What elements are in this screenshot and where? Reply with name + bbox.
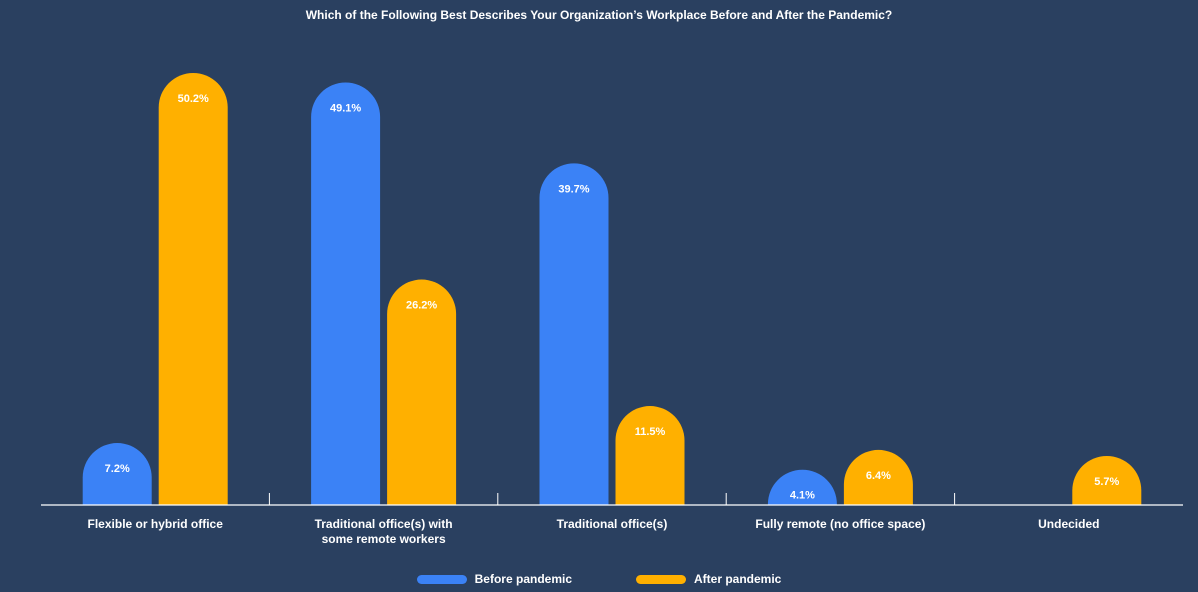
category-label: Traditional office(s): [557, 517, 668, 531]
data-label: 4.1%: [790, 490, 815, 502]
data-label: 6.4%: [866, 470, 891, 482]
legend: Before pandemic After pandemic: [0, 572, 1198, 586]
bar-before-3: [767, 469, 837, 505]
bar-after-3: [843, 449, 913, 505]
data-label: 39.7%: [558, 183, 589, 195]
legend-label-after: After pandemic: [694, 572, 782, 586]
bar-chart: 7.2% 50.2% Flexible or hybrid office 49.1% 2…: [41, 73, 1183, 546]
data-label: 11.5%: [635, 426, 666, 438]
legend-item-before: Before pandemic: [416, 572, 572, 586]
data-label: 5.7%: [1094, 476, 1119, 488]
x-axis: [41, 493, 1183, 506]
category-label: Flexible or hybrid office: [88, 517, 224, 531]
bar-before-1: [311, 82, 381, 506]
legend-label-before: Before pandemic: [474, 572, 572, 586]
category-label: Fully remote (no office space): [755, 517, 925, 531]
bar-after-2: [615, 406, 685, 505]
bar-after-4: [1072, 455, 1142, 505]
category-label: some remote workers: [322, 532, 446, 546]
bar-before-0: [82, 443, 152, 505]
legend-item-after: After pandemic: [636, 572, 781, 586]
labels-layer: 7.2% 50.2% Flexible or hybrid office 49.1% 2…: [88, 93, 1120, 546]
bar-after-0: [158, 73, 228, 505]
bars-layer: [82, 73, 1142, 506]
legend-swatch-after: [636, 574, 686, 584]
data-label: 50.2%: [178, 93, 209, 105]
category-label: Traditional office(s) with: [315, 517, 453, 531]
data-label: 49.1%: [330, 102, 361, 114]
legend-swatch-before: [416, 574, 467, 584]
category-label: Undecided: [1038, 517, 1099, 531]
chart-title: Which of the Following Best Describes Yo…: [305, 8, 893, 22]
data-label: 7.2%: [105, 463, 130, 475]
bar-after-1: [387, 279, 457, 505]
bar-before-2: [539, 163, 609, 505]
data-label: 26.2%: [406, 300, 437, 312]
